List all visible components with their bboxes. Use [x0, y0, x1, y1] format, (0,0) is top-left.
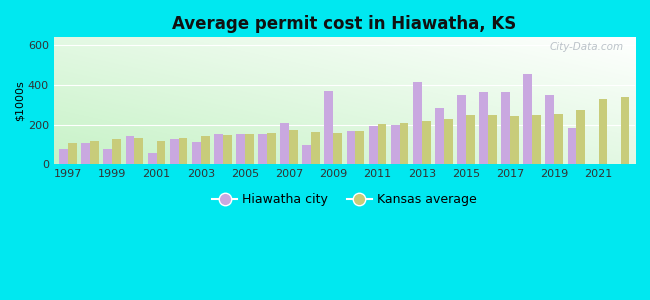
Bar [192, 142, 201, 164]
Bar [356, 130, 364, 164]
Bar [333, 133, 342, 164]
Bar [112, 140, 121, 164]
Bar [523, 74, 532, 164]
Bar [621, 97, 629, 164]
Bar [554, 114, 563, 164]
Title: Average permit cost in Hiawatha, KS: Average permit cost in Hiawatha, KS [172, 15, 517, 33]
Bar [311, 131, 320, 164]
Legend: Hiawatha city, Kansas average: Hiawatha city, Kansas average [207, 188, 482, 211]
Bar [201, 136, 209, 164]
Bar [236, 134, 245, 164]
Bar [245, 134, 254, 164]
Bar [103, 149, 112, 164]
Bar [501, 92, 510, 164]
Bar [223, 136, 231, 164]
Bar [545, 95, 554, 164]
Bar [179, 139, 187, 164]
Bar [567, 128, 577, 164]
Bar [214, 134, 223, 164]
Text: City-Data.com: City-Data.com [549, 42, 623, 52]
Bar [599, 99, 607, 164]
Bar [280, 123, 289, 164]
Bar [577, 110, 585, 164]
Bar [532, 115, 541, 164]
Bar [157, 141, 165, 164]
Bar [59, 149, 68, 164]
Bar [510, 116, 519, 164]
Bar [258, 134, 267, 164]
Bar [391, 124, 400, 164]
Bar [369, 126, 378, 164]
Bar [289, 130, 298, 164]
Bar [378, 124, 386, 164]
Bar [435, 108, 444, 164]
Bar [457, 95, 466, 164]
Bar [346, 130, 356, 164]
Bar [170, 140, 179, 164]
Bar [148, 153, 157, 164]
Bar [267, 134, 276, 164]
Bar [125, 136, 135, 164]
Y-axis label: $1000s: $1000s [15, 80, 25, 121]
Bar [324, 91, 333, 164]
Bar [444, 118, 452, 164]
Bar [488, 115, 497, 164]
Bar [422, 121, 430, 164]
Bar [81, 143, 90, 164]
Bar [466, 115, 474, 164]
Bar [90, 141, 99, 164]
Bar [68, 143, 77, 164]
Bar [413, 82, 422, 164]
Bar [479, 92, 488, 164]
Bar [302, 146, 311, 164]
Bar [135, 139, 143, 164]
Bar [400, 123, 408, 164]
